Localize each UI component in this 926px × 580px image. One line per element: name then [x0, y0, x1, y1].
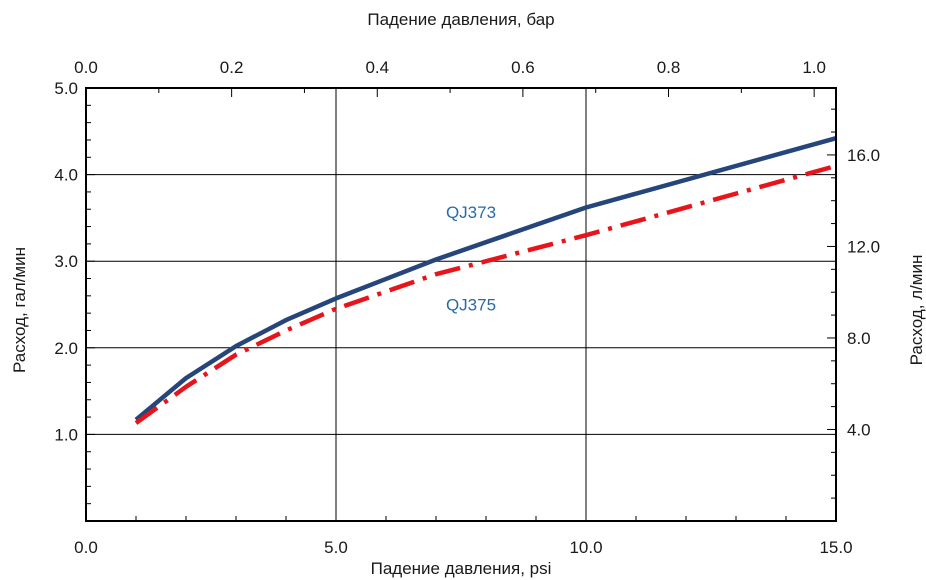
tick-label-x-bottom: 15.0 — [819, 538, 852, 557]
tick-label-y-left: 3.0 — [54, 252, 78, 271]
tick-label-y-left: 5.0 — [54, 79, 78, 98]
y-left-axis-title: Расход, гал/мин — [10, 247, 29, 373]
series-line-qj375 — [134, 163, 837, 425]
x-top-axis-title: Падение давления, бар — [367, 10, 554, 29]
series-label-qj375: QJ375 — [446, 296, 496, 315]
tick-label-x-top: 0.8 — [657, 58, 681, 77]
series-lines — [134, 136, 837, 425]
tick-label-x-top: 0.0 — [74, 58, 98, 77]
y-right-axis-title: Расход, л/мин — [907, 255, 926, 366]
axis-ticks — [85, 87, 837, 522]
tick-label-y-right: 16.0 — [847, 146, 880, 165]
x-bottom-axis-title: Падение давления, psi — [371, 559, 552, 578]
series-line-qj373 — [134, 136, 837, 422]
grid-lines — [86, 88, 836, 521]
tick-label-x-top: 1.0 — [802, 58, 826, 77]
tick-label-y-left: 4.0 — [54, 166, 78, 185]
series-label-qj373: QJ373 — [446, 203, 496, 222]
tick-label-x-top: 0.6 — [511, 58, 535, 77]
tick-label-y-right: 8.0 — [847, 329, 871, 348]
tick-label-x-bottom: 10.0 — [569, 538, 602, 557]
tick-label-x-bottom: 0.0 — [74, 538, 98, 557]
tick-label-x-top: 0.4 — [365, 58, 389, 77]
tick-label-y-left: 1.0 — [54, 425, 78, 444]
tick-labels: 0.0 5.0 10.0 15.0 0.0 0.2 0.4 0.6 0.8 1.0 1.0 2.0 3.… — [54, 58, 880, 557]
tick-label-x-bottom: 5.0 — [324, 538, 348, 557]
plot-frame — [85, 87, 837, 522]
tick-label-y-left: 2.0 — [54, 339, 78, 358]
tick-label-y-right: 12.0 — [847, 237, 880, 256]
tick-label-y-right: 4.0 — [847, 420, 871, 439]
series-labels: QJ373 QJ375 — [446, 203, 496, 315]
tick-label-x-top: 0.2 — [220, 58, 244, 77]
